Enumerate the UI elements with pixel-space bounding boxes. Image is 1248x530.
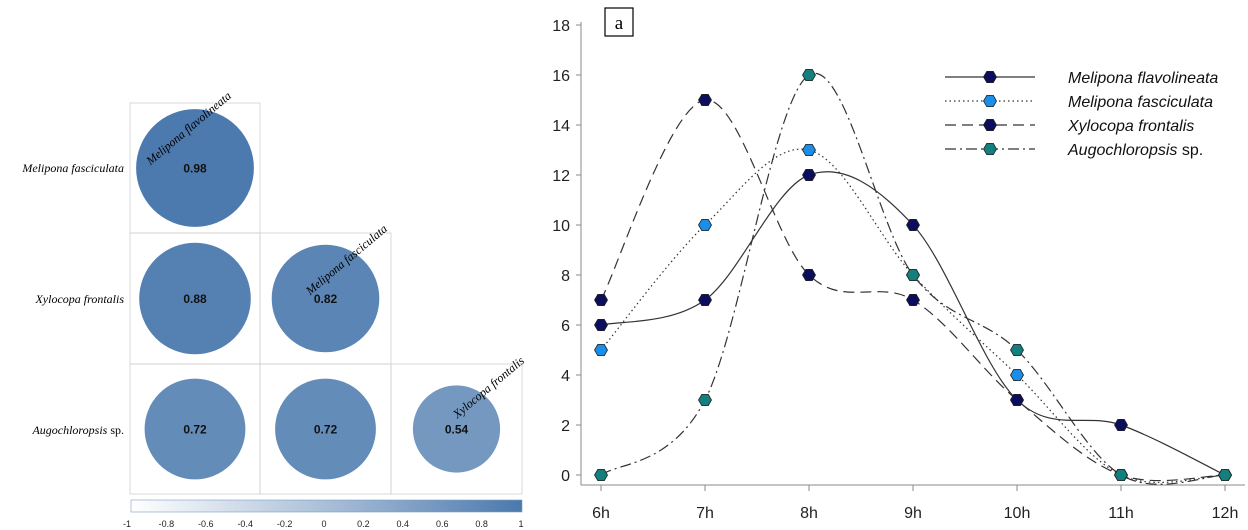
legend-label: Xylocopa frontalis <box>1067 118 1194 135</box>
colorbar-gradient <box>130 499 523 513</box>
correlation-circle <box>138 241 252 356</box>
x-tick-label: 10h <box>1004 505 1031 522</box>
x-tick-label: 7h <box>696 505 714 522</box>
y-tick-label: 4 <box>561 368 570 385</box>
activity-line-chart: a 0 2 4 6 8 10 12 14 16 18 6h 7h 8h 9h 10h 11h 12h Melip… <box>552 7 1245 522</box>
colorbar-tick-label: 0.6 <box>436 519 449 529</box>
data-point <box>1114 468 1128 482</box>
row-label: Melipona fasciculata <box>21 161 124 175</box>
correlation-value: 0.98 <box>183 162 207 176</box>
data-point <box>698 293 712 307</box>
y-tick-label: 0 <box>561 468 570 485</box>
data-point <box>594 468 608 482</box>
data-point <box>594 293 608 307</box>
y-tick-label: 14 <box>552 118 570 135</box>
correlation-circle <box>274 377 377 481</box>
colorbar-tick-label: -0.8 <box>159 519 175 529</box>
correlation-circle <box>411 384 502 474</box>
colorbar-tick-label: 1 <box>518 519 523 529</box>
series-line <box>600 148 1226 483</box>
legend-marker <box>983 71 997 83</box>
correlation-cells: 0.98 0.88 0.82 0.72 0.72 0.54 <box>135 108 502 481</box>
row-label-species: Melipona fasciculata <box>21 161 124 175</box>
data-point <box>1010 343 1024 357</box>
correlation-value: 0.72 <box>314 423 338 437</box>
y-tick-label: 18 <box>552 18 570 35</box>
correlation-grid <box>129 102 523 495</box>
colorbar-tick-label: -0.4 <box>237 519 253 529</box>
legend-label: Augochloropsis sp. <box>1067 142 1203 159</box>
series-markers <box>594 69 1232 482</box>
y-tick-label: 16 <box>552 68 570 85</box>
x-tick-label: 9h <box>904 505 922 522</box>
legend-marker <box>983 119 997 132</box>
colorbar-tick-label: 0.8 <box>475 519 488 529</box>
row-label: Xylocopa frontalis <box>34 292 124 306</box>
colorbar-tick-label: -0.2 <box>277 519 293 529</box>
x-tick-label: 12h <box>1212 505 1239 522</box>
y-tick-label: 10 <box>552 218 570 235</box>
row-label-suffix: sp. <box>107 423 124 437</box>
data-point <box>698 393 712 407</box>
data-point <box>1010 368 1024 382</box>
data-point <box>906 218 920 232</box>
legend-marker <box>983 142 997 156</box>
colorbar: -1 -0.8 -0.6 -0.4 -0.2 0 0.2 0.4 0.6 0.8 1 <box>123 499 524 529</box>
y-tick-label: 12 <box>552 168 570 185</box>
row-label-species: Xylocopa frontalis <box>34 292 124 306</box>
data-point <box>802 69 816 81</box>
axes: 0 2 4 6 8 10 12 14 16 18 6h 7h 8h 9h 10h 11h 12h <box>552 18 1245 522</box>
series-line <box>600 171 1226 476</box>
x-tick-label: 11h <box>1108 505 1134 522</box>
correlation-value: 0.88 <box>183 292 207 306</box>
row-label: Augochloropsis sp. <box>31 423 124 437</box>
grid-cell <box>390 363 523 495</box>
data-point <box>802 168 816 182</box>
correlation-circle <box>270 243 381 354</box>
legend-label: Melipona fasciculata <box>1068 94 1213 111</box>
y-tick-label: 8 <box>561 268 570 285</box>
legend-label-species: Augochloropsis <box>1067 142 1177 159</box>
y-tick-label: 6 <box>561 318 570 335</box>
colorbar-tick-label: 0.2 <box>357 519 370 529</box>
x-tick-label: 8h <box>800 505 818 522</box>
legend-marker <box>983 95 997 107</box>
row-labels: Melipona fasciculata Xylocopa frontalis Au… <box>21 161 124 437</box>
correlation-circle <box>143 377 247 481</box>
legend-label-suffix: sp. <box>1177 142 1203 159</box>
data-point <box>1218 468 1232 482</box>
data-point <box>698 218 712 232</box>
y-tick-label: 2 <box>561 418 570 435</box>
data-point <box>1010 393 1024 407</box>
correlation-value: 0.72 <box>183 423 207 437</box>
legend-label-species: Xylocopa frontalis <box>1067 118 1194 135</box>
correlation-matrix-chart: 0.980.88 0.820.72 0.72 0.54 Melipona flavol… <box>21 89 527 529</box>
data-point <box>698 94 712 106</box>
colorbar-tick-label: 0.4 <box>397 519 410 529</box>
legend: Melipona flavolineata Melipona fasciculat… <box>945 70 1218 159</box>
colorbar-tick-label: -0.6 <box>198 519 214 529</box>
data-point <box>594 343 608 357</box>
colorbar-tick-label: -1 <box>123 519 131 529</box>
colorbar-tick-label: 0 <box>321 519 326 529</box>
correlation-circle <box>135 108 255 228</box>
panel-label-box: a <box>604 7 634 37</box>
data-point <box>1114 418 1128 432</box>
data-point <box>802 143 816 157</box>
row-label-species: Augochloropsis <box>31 423 107 437</box>
data-point <box>906 293 920 307</box>
x-tick-label: 6h <box>592 505 610 522</box>
legend-label-species: Melipona flavolineata <box>1068 70 1218 87</box>
data-point <box>594 318 608 332</box>
legend-label: Melipona flavolineata <box>1068 70 1218 87</box>
data-point <box>906 268 920 282</box>
correlation-value: 0.82 <box>314 292 338 306</box>
panel-label-frame <box>604 7 634 37</box>
panel-label: a <box>615 13 624 34</box>
correlation-value: 0.54 <box>445 423 469 437</box>
colorbar-ticks: -1 -0.8 -0.6 -0.4 -0.2 0 0.2 0.4 0.6 0.8 1 <box>123 519 524 529</box>
legend-label-species: Melipona fasciculata <box>1068 94 1213 111</box>
series-line <box>600 99 1226 482</box>
data-point <box>802 268 816 282</box>
